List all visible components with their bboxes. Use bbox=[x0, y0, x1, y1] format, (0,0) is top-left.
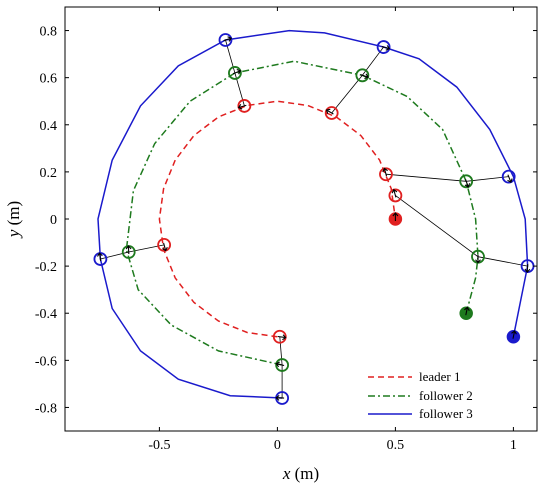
waypoint-heading-follower-2-4 bbox=[232, 68, 242, 75]
waypoint-heading-follower-3-4 bbox=[223, 36, 233, 42]
waypoint-marker-follower-3-4 bbox=[218, 33, 233, 47]
marker-layer bbox=[93, 33, 535, 405]
waypoint-marker-leader-1-6 bbox=[272, 329, 287, 344]
x-axis-label-variable: x bbox=[282, 464, 291, 483]
waypoint-marker-follower-2-4 bbox=[228, 66, 242, 80]
waypoint-heading-leader-1-3 bbox=[325, 108, 334, 115]
start-heading-leader-1 bbox=[392, 212, 399, 221]
legend-label-follower-3: follower 3 bbox=[419, 406, 473, 421]
y-tick-label: -0.2 bbox=[35, 260, 57, 275]
waypoint-marker-leader-1-1 bbox=[388, 188, 403, 203]
y-tick-label: 0 bbox=[50, 213, 57, 228]
waypoint-marker-leader-1-4 bbox=[237, 99, 252, 113]
waypoint-heading-leader-1-6 bbox=[277, 334, 287, 341]
waypoint-heading-leader-1-4 bbox=[237, 103, 247, 110]
y-axis-label: y (m) bbox=[4, 201, 23, 239]
waypoint-heading-follower-3-2 bbox=[507, 174, 513, 184]
waypoint-heading-follower-3-6 bbox=[275, 394, 285, 401]
waypoint-marker-leader-1-2 bbox=[379, 167, 393, 182]
waypoint-marker-follower-2-6 bbox=[275, 358, 290, 372]
y-tick-label: -0.8 bbox=[35, 401, 57, 416]
waypoint-marker-follower-3-2 bbox=[501, 169, 516, 184]
waypoint-marker-follower-3-3 bbox=[376, 40, 391, 54]
y-tick-label: 0.4 bbox=[40, 119, 58, 134]
x-tick-label: 0 bbox=[274, 438, 281, 453]
start-heading-follower-3 bbox=[511, 330, 517, 339]
trajectory-leader-1 bbox=[158, 100, 397, 338]
waypoint-marker-follower-2-3 bbox=[355, 68, 370, 83]
y-tick-label: -0.6 bbox=[35, 354, 57, 369]
plot-area-frame bbox=[64, 6, 538, 432]
waypoint-marker-leader-1-5 bbox=[157, 238, 172, 252]
y-axis-label-unit: (m) bbox=[4, 201, 23, 230]
waypoint-heading-follower-3-5 bbox=[97, 252, 103, 262]
x-axis-label-unit: (m) bbox=[290, 464, 319, 483]
waypoint-heading-follower-2-1 bbox=[475, 254, 481, 264]
x-tick-label: -0.5 bbox=[148, 438, 170, 453]
waypoint-heading-follower-2-3 bbox=[360, 73, 369, 80]
tick-layer: -0.5 0 0.5 1 -0.8 -0.6 -0.4 -0.2 0 0.2 0.4 0.6 0.8 bbox=[35, 7, 537, 453]
start-heading-follower-2 bbox=[464, 306, 470, 316]
y-tick-label: 0.6 bbox=[40, 72, 58, 87]
waypoint-heading-leader-1-2 bbox=[382, 167, 388, 177]
waypoint-heading-leader-1-1 bbox=[391, 188, 398, 198]
y-tick-label: -0.4 bbox=[35, 307, 57, 322]
waypoint-heading-leader-1-5 bbox=[162, 242, 168, 252]
legend-label-follower-2: follower 2 bbox=[419, 388, 473, 403]
legend-label-leader-1: leader 1 bbox=[419, 369, 461, 384]
waypoint-heading-follower-2-5 bbox=[125, 245, 132, 255]
x-axis-label: x (m) bbox=[282, 464, 319, 483]
waypoint-heading-follower-3-3 bbox=[381, 45, 391, 51]
x-tick-label: 0.5 bbox=[387, 438, 405, 453]
waypoint-marker-follower-3-5 bbox=[93, 252, 108, 266]
y-tick-label: 0.2 bbox=[40, 166, 58, 181]
waypoint-heading-follower-2-2 bbox=[464, 179, 471, 188]
legend: leader 1 follower 2 follower 3 bbox=[368, 369, 473, 421]
waypoint-marker-follower-2-2 bbox=[459, 174, 474, 189]
waypoint-marker-leader-1-3 bbox=[324, 106, 339, 120]
waypoint-heading-follower-3-1 bbox=[524, 264, 531, 273]
y-tick-label: 0.8 bbox=[40, 25, 58, 40]
waypoint-heading-follower-2-6 bbox=[275, 361, 285, 368]
y-axis-label-variable: y bbox=[4, 229, 23, 239]
x-tick-label: 1 bbox=[510, 438, 517, 453]
trajectory-follower-3 bbox=[97, 29, 529, 399]
trajectory-layer bbox=[97, 29, 529, 399]
